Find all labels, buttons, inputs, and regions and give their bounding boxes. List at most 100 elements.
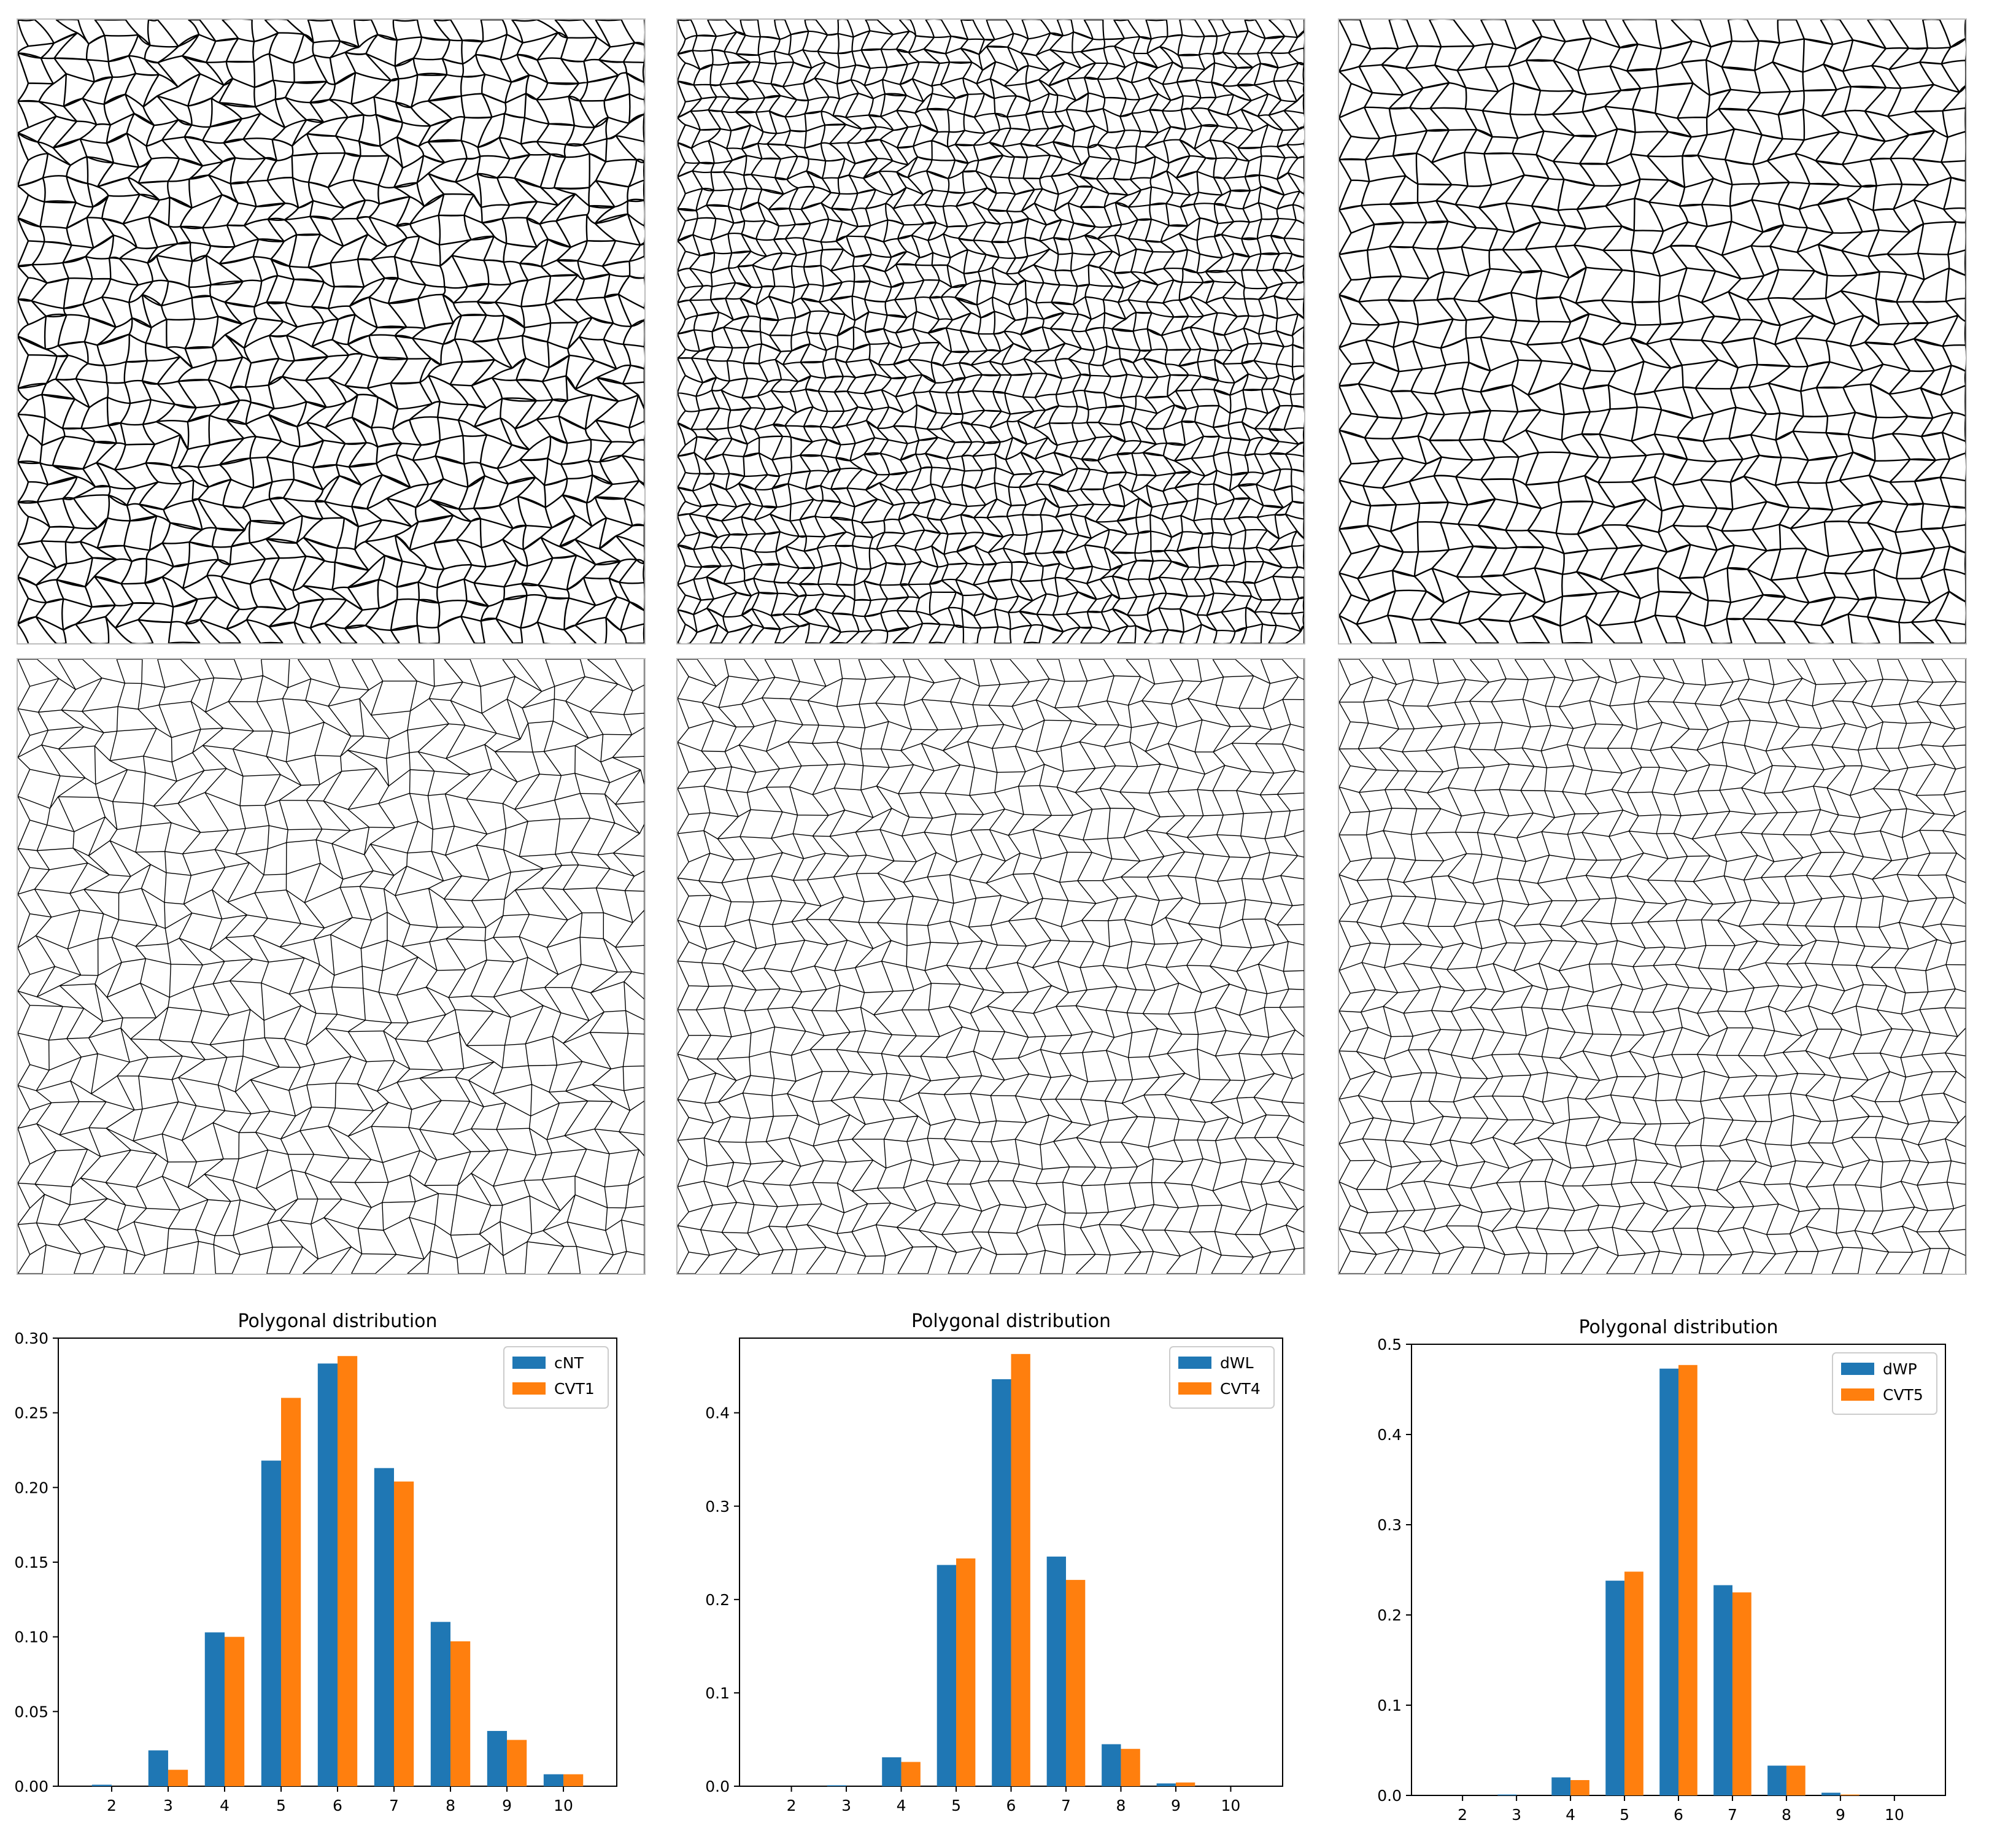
y-tick-label: 0.0 (1377, 1787, 1402, 1805)
bar-dWL-7 (1046, 1556, 1066, 1786)
y-tick-label: 0.3 (1377, 1516, 1402, 1534)
x-tick-label: 5 (276, 1797, 286, 1814)
x-tick-label: 8 (446, 1797, 455, 1814)
bar-cNT-2 (91, 1784, 112, 1786)
y-tick-label: 0.15 (14, 1554, 48, 1571)
legend-label: CVT4 (1220, 1380, 1261, 1398)
mesh-panel-bottom-3 (1338, 658, 1967, 1275)
mesh-top-2 (678, 20, 1304, 643)
legend-swatch (1178, 1357, 1211, 1369)
y-tick-label: 0.3 (705, 1498, 730, 1516)
mesh-top-3 (1339, 20, 1966, 643)
chart-title: Polygonal distribution (911, 1311, 1111, 1332)
bar-dWL-9 (1156, 1783, 1176, 1786)
y-tick-label: 0.2 (705, 1591, 730, 1609)
bar-CVT4-4 (901, 1762, 921, 1786)
legend-swatch (1841, 1388, 1874, 1401)
bar-cNT-3 (148, 1750, 168, 1786)
bar-CVT4-8 (1121, 1749, 1140, 1786)
y-tick-label: 0.00 (14, 1778, 48, 1795)
mesh-bottom-1 (18, 659, 644, 1274)
y-tick-label: 0.2 (1377, 1606, 1402, 1624)
x-tick-label: 6 (1006, 1797, 1016, 1814)
bar-CVT1-9 (507, 1740, 527, 1786)
legend-label: CVT1 (554, 1380, 595, 1398)
bar-CVT5-6 (1678, 1365, 1697, 1795)
y-tick-label: 0.05 (14, 1703, 48, 1721)
y-tick-label: 0.4 (705, 1404, 730, 1422)
bar-cNT-9 (487, 1730, 508, 1786)
mesh-panel-bottom-1 (17, 658, 646, 1275)
y-tick-label: 0.1 (705, 1684, 730, 1702)
bar-CVT5-4 (1570, 1780, 1589, 1795)
bar-dWL-5 (937, 1565, 957, 1786)
x-tick-label: 2 (1458, 1806, 1467, 1824)
y-tick-label: 0.25 (14, 1404, 48, 1422)
y-tick-label: 0.30 (14, 1330, 48, 1347)
x-tick-label: 3 (841, 1797, 851, 1814)
x-tick-label: 2 (787, 1797, 797, 1814)
x-tick-label: 8 (1782, 1806, 1791, 1824)
y-tick-label: 0.4 (1377, 1426, 1402, 1444)
bar-cNT-8 (430, 1622, 451, 1786)
bar-CVT4-7 (1065, 1579, 1086, 1786)
legend-swatch (1178, 1382, 1211, 1395)
chart-1: Polygonal distribution 0.00 0.05 0.10 0.15 0.… (0, 1301, 672, 1839)
legend-swatch (512, 1357, 546, 1369)
bar-dWP-6 (1659, 1368, 1678, 1795)
x-tick-label: 8 (1116, 1797, 1126, 1814)
x-tick-label: 4 (1566, 1806, 1575, 1824)
mesh-bottom-3 (1339, 659, 1966, 1274)
chart-2-svg: Polygonal distribution 0.0 0.1 0.2 0.3 0.4 2 3 4… (705, 1311, 1283, 1814)
chart-title: Polygonal distribution (1578, 1317, 1778, 1338)
bar-CVT5-5 (1624, 1571, 1643, 1795)
x-tick-label: 10 (1221, 1797, 1241, 1814)
y-tick-label: 0.10 (14, 1628, 48, 1646)
chart-3: Polygonal distribution 0.0 0.1 0.2 0.3 0.4 0.5… (1344, 1301, 2016, 1839)
bar-CVT1-4 (224, 1636, 245, 1786)
x-tick-label: 7 (1728, 1806, 1737, 1824)
mesh-panel-top-1 (17, 18, 646, 645)
bar-dWL-6 (992, 1379, 1011, 1786)
legend-label: dWP (1883, 1360, 1917, 1378)
bar-dWL-4 (882, 1757, 902, 1786)
chart-title: Polygonal distribution (238, 1311, 437, 1332)
x-tick-label: 10 (1885, 1806, 1904, 1824)
x-tick-label: 4 (897, 1797, 906, 1814)
legend-swatch (512, 1382, 546, 1395)
legend-label: dWL (1220, 1354, 1254, 1372)
chart-1-svg: Polygonal distribution 0.00 0.05 0.10 0.15 0.… (14, 1311, 617, 1814)
bar-CVT4-5 (956, 1558, 976, 1786)
bar-CVT1-6 (338, 1356, 358, 1786)
x-tick-label: 9 (502, 1797, 512, 1814)
mesh-panel-top-3 (1338, 18, 1967, 645)
legend-label: cNT (554, 1354, 584, 1372)
x-tick-label: 2 (107, 1797, 117, 1814)
x-tick-label: 10 (554, 1797, 573, 1814)
bar-CVT1-3 (168, 1770, 188, 1786)
bar-CVT1-10 (563, 1774, 584, 1786)
y-tick-label: 0.0 (705, 1778, 730, 1795)
chart-3-svg: Polygonal distribution 0.0 0.1 0.2 0.3 0.4 0.5… (1377, 1317, 1946, 1824)
x-tick-label: 3 (1512, 1806, 1521, 1824)
bar-CVT4-6 (1011, 1353, 1030, 1786)
mesh-panel-bottom-2 (676, 658, 1305, 1275)
legend-swatch (1841, 1363, 1874, 1375)
bar-dWP-5 (1605, 1581, 1625, 1795)
x-tick-label: 5 (951, 1797, 961, 1814)
bar-dWL-3 (827, 1785, 847, 1786)
bar-cNT-6 (317, 1363, 338, 1786)
x-tick-label: 9 (1836, 1806, 1845, 1824)
x-tick-label: 5 (1620, 1806, 1629, 1824)
x-tick-label: 3 (163, 1797, 173, 1814)
mesh-top-1 (18, 20, 644, 643)
bar-cNT-10 (543, 1774, 564, 1786)
bar-CVT1-8 (450, 1641, 471, 1786)
bar-dWP-8 (1767, 1765, 1786, 1795)
x-tick-label: 6 (1674, 1806, 1683, 1824)
y-tick-label: 0.5 (1377, 1336, 1402, 1353)
bar-cNT-5 (261, 1460, 281, 1786)
bar-CVT5-8 (1786, 1765, 1806, 1795)
chart-2: Polygonal distribution 0.0 0.1 0.2 0.3 0.4 2 3 4… (672, 1301, 1344, 1839)
bar-dWL-8 (1102, 1744, 1121, 1786)
